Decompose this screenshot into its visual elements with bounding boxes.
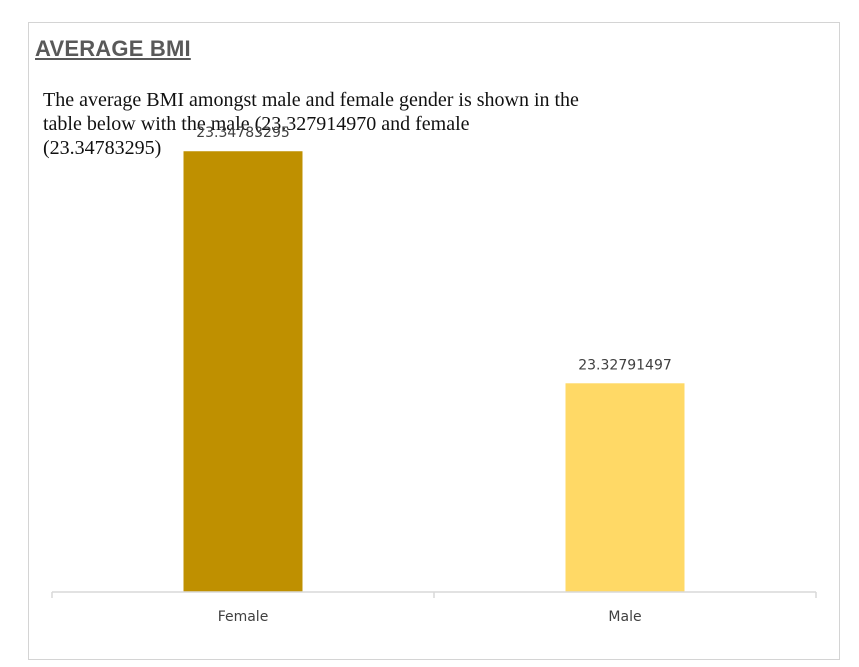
bar-female <box>183 151 303 592</box>
chart-frame <box>28 22 840 660</box>
page-title: AVERAGE BMI <box>35 36 191 61</box>
data-label-female: 23.34783295 <box>196 125 290 141</box>
bar-male <box>565 383 685 592</box>
description-text: The average BMI amongst male and female … <box>43 89 579 159</box>
data-label-male: 23.32791497 <box>578 357 672 373</box>
category-label-female: Female <box>218 609 269 625</box>
category-label-male: Male <box>608 609 641 625</box>
